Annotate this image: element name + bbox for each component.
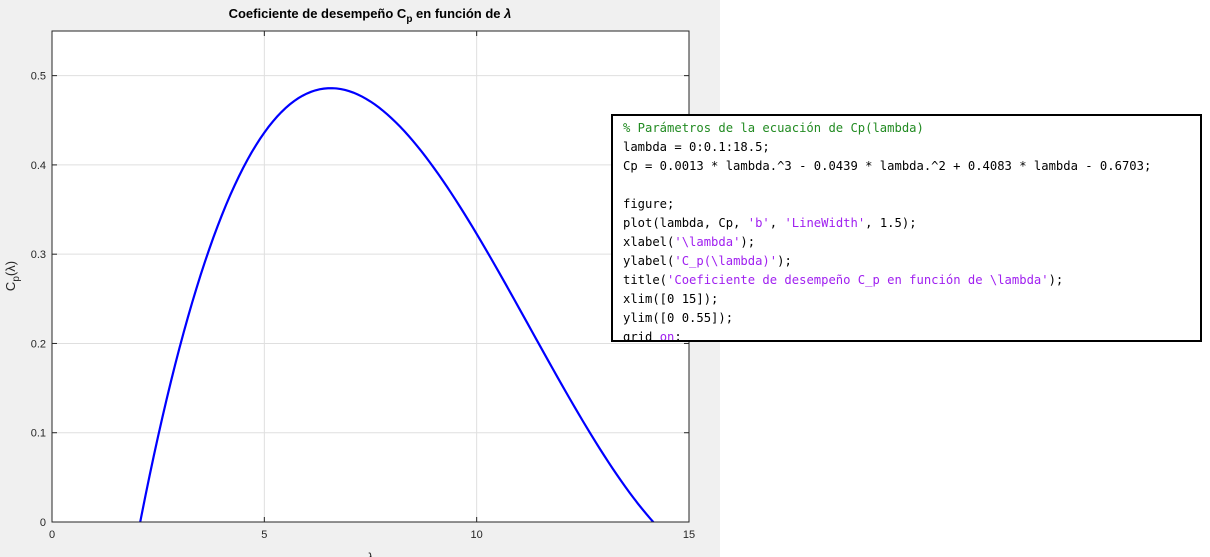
code-token: '\lambda' — [674, 235, 741, 249]
y-axis-label: Cp(λ) — [3, 261, 22, 291]
code-token: ); — [777, 254, 792, 268]
code-line: % Parámetros de la ecuación de Cp(lambda… — [623, 119, 1200, 138]
x-tick-label: 0 — [49, 529, 55, 541]
code-token: 'b' — [747, 216, 770, 230]
y-tick-label: 0.1 — [31, 428, 46, 440]
figure-window: 0 5 10 15 0 0.1 0.2 0.3 0.4 0.5 Coeficiente de de… — [0, 0, 720, 557]
x-tick-label: 10 — [471, 529, 483, 541]
code-line: xlim([0 15]); — [623, 290, 1200, 309]
code-token: ; — [674, 330, 682, 342]
code-token: 'LineWidth' — [784, 216, 866, 230]
code-token: , — [769, 216, 785, 230]
code-token: Cp = 0.0013 * lambda.^3 - 0.0439 * lambd… — [623, 159, 1152, 173]
y-tick-label: 0.5 — [31, 71, 46, 83]
x-tick-label: 15 — [683, 529, 695, 541]
plot-area — [52, 31, 689, 522]
x-axis-label: λ — [366, 550, 373, 557]
y-tick-label: 0.2 — [31, 338, 46, 350]
code-token: ylabel( — [623, 254, 675, 268]
series-line — [139, 87, 655, 522]
code-line: figure; — [623, 195, 1200, 214]
code-token: ylim([0 0.55]); — [623, 311, 734, 325]
code-line: lambda = 0:0.1:18.5; — [623, 138, 1200, 157]
grid — [52, 31, 689, 522]
code-token: % Parámetros de la ecuación de Cp(lambda… — [623, 121, 924, 135]
y-tick-label: 0 — [40, 517, 46, 529]
code-token: title( — [623, 273, 668, 287]
chart-title: Coeficiente de desempeño Cp en función d… — [229, 6, 512, 25]
code-token: grid — [623, 330, 660, 342]
code-token: , 1.5); — [865, 216, 917, 230]
code-line — [623, 176, 1200, 195]
labels: 0 5 10 15 0 0.1 0.2 0.3 0.4 0.5 — [31, 71, 695, 541]
code-line: Cp = 0.0013 * lambda.^3 - 0.0439 * lambd… — [623, 157, 1200, 176]
code-token: xlabel( — [623, 235, 675, 249]
code-token: ); — [1048, 273, 1064, 287]
code-token: on — [659, 330, 675, 342]
y-tick-label: 0.4 — [31, 160, 46, 172]
code-snippet: % Parámetros de la ecuación de Cp(lambda… — [611, 114, 1202, 342]
code-line: xlabel('\lambda'); — [623, 233, 1200, 252]
chart-svg: 0 5 10 15 0 0.1 0.2 0.3 0.4 0.5 Coeficiente de de… — [3, 6, 695, 557]
code-line: ylim([0 0.55]); — [623, 309, 1200, 328]
code-token: xlim([0 15]); — [623, 292, 719, 306]
code-token: 'Coeficiente de desempeño C_p en función… — [667, 273, 1049, 287]
code-token: lambda = 0:0.1:18.5; — [623, 140, 770, 154]
code-token: 'C_p(\lambda)' — [674, 254, 778, 268]
code-token: figure; — [623, 197, 675, 211]
code-line: grid on; — [623, 328, 1200, 342]
code-token: ); — [740, 235, 756, 249]
series-layer — [139, 87, 655, 522]
code-token: plot(lambda, Cp, — [623, 216, 748, 230]
code-line: ylabel('C_p(\lambda)'); — [623, 252, 1200, 271]
y-tick-label: 0.3 — [31, 249, 46, 261]
code-line: title('Coeficiente de desempeño C_p en f… — [623, 271, 1200, 290]
x-tick-label: 5 — [261, 529, 267, 541]
code-line: plot(lambda, Cp, 'b', 'LineWidth', 1.5); — [623, 214, 1200, 233]
